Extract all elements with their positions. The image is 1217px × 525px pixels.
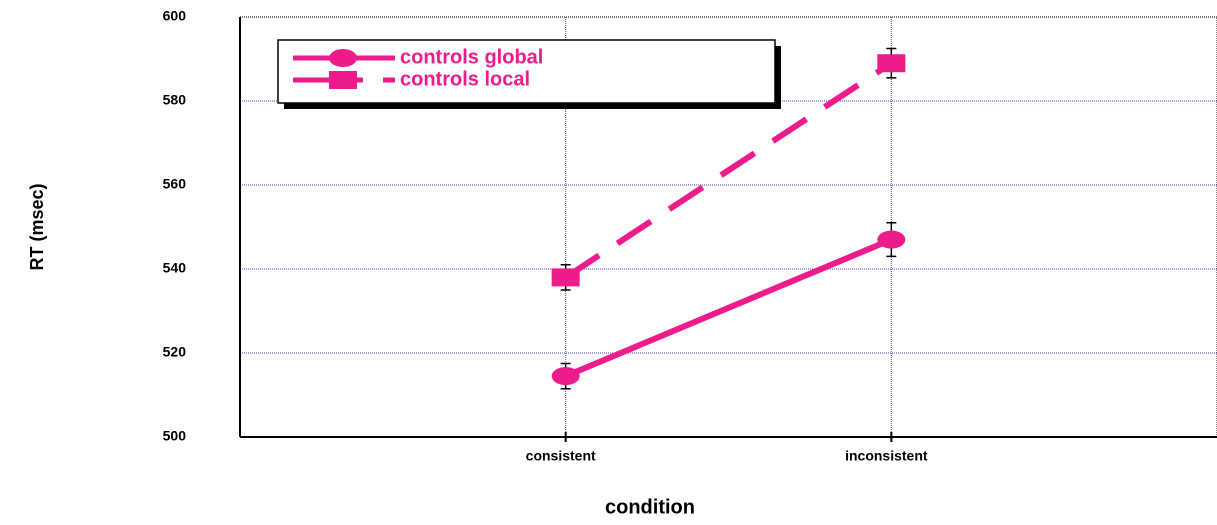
- legend-marker: [329, 49, 357, 67]
- line: [564, 236, 893, 379]
- marker: [551, 268, 580, 287]
- x-axis-label: condition: [605, 496, 695, 518]
- marker: [551, 367, 580, 386]
- y-tick-label: 600: [163, 8, 187, 24]
- marker: [877, 230, 906, 249]
- x-tick-label: inconsistent: [845, 448, 928, 464]
- legend-box: [277, 39, 776, 104]
- legend-label: controls local: [400, 68, 530, 90]
- x-tick-label: consistent: [526, 448, 596, 464]
- legend-marker: [329, 71, 357, 89]
- legend-label: controls global: [400, 46, 543, 68]
- y-tick-label: 540: [163, 260, 187, 276]
- y-tick-label: 580: [163, 92, 187, 108]
- line: [564, 60, 893, 280]
- y-tick-label: 500: [163, 428, 187, 444]
- marker: [877, 54, 906, 73]
- y-axis-label: RT (msec): [27, 183, 47, 270]
- y-tick-label: 560: [163, 176, 187, 192]
- y-tick-label: 520: [163, 344, 187, 360]
